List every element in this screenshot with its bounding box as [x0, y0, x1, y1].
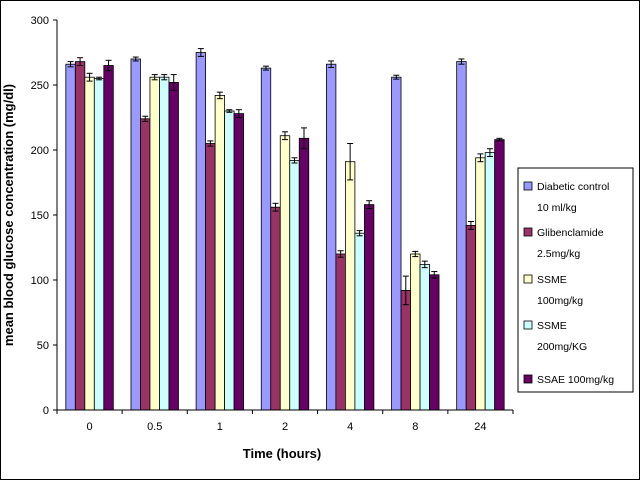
- legend-label: SSME: [537, 320, 567, 332]
- bar: [168, 82, 179, 411]
- bar: [354, 232, 365, 411]
- legend-label: 200mg/KG: [537, 341, 587, 353]
- bar: [475, 157, 486, 411]
- bar: [335, 253, 346, 411]
- legend-label: Glibenclamide: [537, 227, 604, 239]
- bar: [465, 224, 477, 411]
- legend-swatch: [523, 274, 533, 284]
- bar: [325, 63, 337, 411]
- y-ticks: 0 50 100 150 200 250 300: [31, 15, 57, 417]
- legend-swatch: [523, 374, 533, 384]
- bar: [484, 152, 496, 411]
- x-tick-label: 0.5: [147, 421, 162, 433]
- bar: [195, 52, 207, 411]
- legend-swatch: [523, 320, 533, 330]
- bar: [363, 204, 375, 411]
- bar: [391, 76, 402, 411]
- bar: [233, 113, 245, 411]
- x-tick-label: 2: [282, 421, 288, 433]
- bar: [74, 61, 86, 411]
- bar: [260, 67, 272, 411]
- y-tick-label: 300: [31, 15, 49, 27]
- bar: [93, 78, 105, 411]
- x-tick-label: 0: [87, 421, 93, 433]
- y-tick-label: 100: [31, 275, 49, 287]
- bar: [289, 159, 300, 411]
- legend-label: 2.5mg/kg: [537, 248, 580, 260]
- y-tick-label: 50: [37, 340, 49, 352]
- bars-layer: [65, 48, 505, 411]
- bar: [298, 137, 310, 411]
- bar: [130, 58, 141, 411]
- bar: [84, 76, 95, 411]
- x-tick-label: 8: [412, 421, 418, 433]
- bar: [205, 143, 216, 411]
- bar: [419, 263, 430, 411]
- bar: [149, 76, 160, 411]
- legend-swatch: [523, 181, 533, 191]
- x-ticks: 0 0.5 1 2 4 8 24: [56, 410, 514, 433]
- legend-swatch: [523, 227, 533, 237]
- legend-label: 10 ml/kg: [537, 202, 577, 214]
- legend-box: [517, 167, 634, 393]
- bar: [400, 289, 411, 411]
- y-tick-label: 150: [31, 210, 49, 222]
- bar: [456, 61, 467, 411]
- y-tick-label: 0: [43, 405, 49, 417]
- bar: [270, 206, 281, 411]
- legend-label: Diabetic control: [537, 181, 609, 193]
- bar: [159, 76, 170, 411]
- x-axis-title: Time (hours): [243, 446, 322, 461]
- bar: [140, 118, 151, 411]
- bar: [429, 274, 440, 411]
- x-tick-label: 24: [474, 421, 486, 433]
- bar: [494, 139, 505, 411]
- y-axis-title: mean blood glucose concentration (mg/dl): [1, 84, 16, 346]
- bar: [214, 95, 226, 411]
- bar: [344, 161, 356, 411]
- x-tick-label: 1: [217, 421, 223, 433]
- bar: [65, 63, 76, 411]
- legend-label: 100mg/kg: [537, 295, 583, 307]
- legend: Diabetic control 10 ml/kg Glibenclamide 2.5…: [517, 167, 634, 393]
- y-tick-label: 200: [31, 145, 49, 157]
- x-tick-label: 4: [347, 421, 353, 433]
- legend-label: SSME: [537, 274, 567, 286]
- bar: [103, 65, 114, 411]
- legend-label: SSAE 100mg/kg: [537, 374, 614, 386]
- bar: [410, 253, 421, 411]
- y-tick-label: 250: [31, 80, 49, 92]
- bar: [224, 110, 235, 411]
- bar: [279, 135, 291, 411]
